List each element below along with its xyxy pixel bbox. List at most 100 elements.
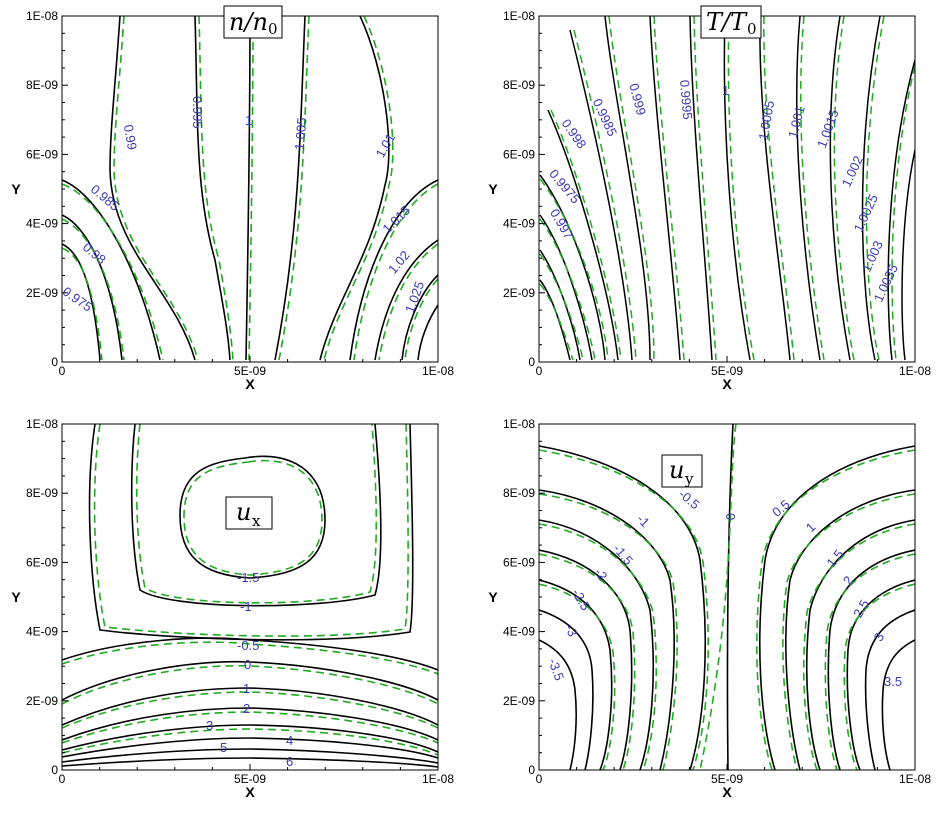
- contour-line-dashed: [699, 424, 737, 770]
- x-tick-label: 1E-08: [422, 772, 454, 786]
- contour-line: [649, 16, 681, 361]
- contour-line: [539, 519, 655, 770]
- axes-layer: 0 5E-09 1E-0802E-094E-096E-098E-091E-08XY0…: [11, 9, 931, 800]
- panel-title-sub: x: [252, 512, 261, 530]
- contour-line: [827, 549, 915, 770]
- contour-line-dashed: [891, 65, 915, 361]
- contour-line-dashed: [539, 523, 658, 770]
- contour-label: 1.0035: [871, 262, 901, 304]
- contour-label: 5: [220, 740, 227, 755]
- contour-label: 2: [840, 573, 856, 588]
- contour-line-dashed: [539, 493, 678, 770]
- panel-temperature: 0.997 0.9975 0.998 0.9985 0.999 0.9995 1…: [538, 5, 916, 363]
- panel-title: T/T 0: [700, 5, 762, 39]
- contour-line-dashed: [865, 16, 885, 361]
- y-tick-label: 6E-09: [26, 555, 58, 569]
- contour-label: 2.5: [850, 597, 872, 620]
- contour-line-dashed: [62, 711, 438, 744]
- contour-label: 6: [286, 754, 293, 769]
- contour-line-dashed: [539, 178, 609, 361]
- contour-line-dashed: [278, 16, 310, 361]
- contour-line: [401, 274, 438, 361]
- contour-label: 1: [243, 681, 250, 696]
- contour-line: [539, 174, 606, 361]
- y-tick-label: 1E-08: [503, 9, 535, 23]
- panel-ux: -1.5 -1 -0.5 0 1 2 3 4 5 6 u x: [61, 423, 439, 771]
- y-tick-label: 0: [51, 355, 58, 369]
- contour-line-dashed: [183, 459, 323, 576]
- contour-line-dashed: [573, 29, 637, 361]
- contour-line: [846, 579, 915, 770]
- contour-label: 1.002: [839, 153, 866, 189]
- contour-line: [62, 707, 438, 741]
- x-tick-label: 0: [59, 772, 66, 786]
- contour-line-dashed: [135, 424, 378, 604]
- contour-line-dashed: [93, 424, 409, 637]
- contour-line: [539, 609, 594, 770]
- contour-label: 1.01: [372, 131, 398, 160]
- contour-line: [881, 639, 915, 770]
- contour-line: [62, 660, 438, 701]
- contour-line: [887, 59, 915, 361]
- contour-line: [759, 445, 915, 770]
- contour-label: 0: [723, 513, 738, 520]
- contour-label: 1.001: [785, 104, 808, 139]
- y-tick-label: 2E-09: [503, 694, 535, 708]
- contour-label: 1.02: [385, 248, 413, 277]
- contour-label: 3: [206, 718, 213, 733]
- panel-axes: 0 5E-09 1E-08 0 2E-09 4E-09 6E-09 8E-09 1E-08 X Y: [11, 9, 454, 392]
- contour-line-dashed: [727, 16, 755, 361]
- x-tick-label: 5E-09: [711, 772, 743, 786]
- contour-line: [805, 519, 915, 770]
- contour-line-dashed: [843, 583, 915, 770]
- contour-label: -0.5: [676, 486, 703, 512]
- y-tick-label: 2E-09: [26, 694, 58, 708]
- panel-title: u x: [225, 496, 273, 530]
- contour-label: 1.5: [823, 547, 846, 570]
- contour-line-dashed: [62, 728, 438, 756]
- contour-label: 0.9975: [546, 166, 583, 206]
- contour-line: [62, 757, 438, 768]
- y-tick-label: 2E-09: [503, 286, 535, 300]
- contour-line: [319, 16, 390, 361]
- density-contours: [62, 16, 438, 361]
- panel-title-main: n/n: [229, 8, 268, 36]
- y-tick-label: 6E-09: [26, 147, 58, 161]
- y-tick-label: 1E-08: [26, 9, 58, 23]
- panel-title-main: T/T: [706, 8, 748, 36]
- y-tick-label: 8E-09: [503, 486, 535, 500]
- contour-label: 1: [803, 519, 819, 535]
- contour-label: 1.005: [292, 117, 310, 151]
- contour-line: [829, 16, 851, 361]
- y-tick-label: 2E-09: [26, 286, 58, 300]
- contour-line: [62, 687, 438, 726]
- y-axis-label: Y: [11, 589, 21, 605]
- contour-line-dashed: [550, 109, 622, 361]
- panel-title-sub: y: [684, 470, 694, 488]
- contour-line: [130, 424, 382, 607]
- contour-line-dashed: [539, 218, 596, 361]
- contour-line: [689, 16, 713, 361]
- contour-line: [796, 16, 821, 361]
- uy-contour-labels: -3.5 -3 -2.5 -2 -1.5 -1 -0.5 0 0.5 1 1.5…: [545, 486, 902, 689]
- x-axis-label: X: [722, 376, 732, 392]
- contour-line: [759, 16, 791, 361]
- contour-line-dashed: [539, 449, 709, 770]
- contour-line-dashed: [539, 583, 616, 770]
- contour-line-dashed: [802, 523, 915, 770]
- y-axis-label: Y: [488, 181, 498, 197]
- y-tick-label: 0: [528, 763, 535, 777]
- panel-title-main: u: [236, 498, 251, 526]
- contour-label: 0.999: [626, 82, 649, 117]
- x-tick-label: 0: [536, 364, 543, 378]
- contour-line: [864, 609, 915, 770]
- contour-line-dashed: [756, 449, 915, 770]
- ux-contour-labels: -1.5 -1 -0.5 0 1 2 3 4 5 6: [206, 570, 293, 769]
- contour-line: [62, 748, 438, 764]
- panel-title-main: u: [669, 456, 684, 484]
- x-tick-label: 1E-08: [422, 364, 454, 378]
- contour-label: 0.9995: [677, 79, 695, 120]
- contour-line: [901, 149, 915, 361]
- contour-line: [547, 109, 619, 361]
- contour-label: 0.975: [60, 284, 95, 315]
